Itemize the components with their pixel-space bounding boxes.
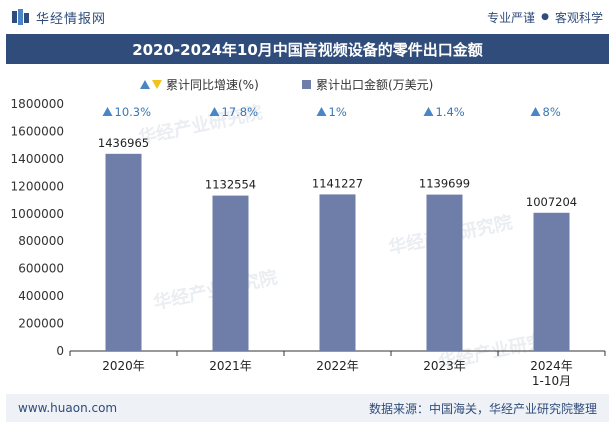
chart-title-bar: 2020-2024年10月中国音视频设备的零件出口金额 <box>6 34 609 64</box>
legend-label-amount: 累计出口金额(万美元) <box>316 77 433 92</box>
growth-up-triangle-icon <box>530 107 541 116</box>
x-category-label: 2021年 <box>209 359 252 373</box>
x-category-label: 2024年 <box>530 359 573 373</box>
y-tick-label: 1600000 <box>11 124 64 138</box>
y-tick-label: 200000 <box>18 317 64 331</box>
growth-rate-label: 10.3% <box>115 105 152 119</box>
slogan-right: 客观科学 <box>554 10 603 25</box>
bar <box>426 194 463 351</box>
bar-value-label: 1139699 <box>419 177 470 191</box>
x-category-label: 2022年 <box>316 359 359 373</box>
growth-up-triangle-icon <box>209 107 220 116</box>
bar <box>212 195 249 351</box>
y-tick-label: 800000 <box>18 234 64 248</box>
top-bar: 华经情报网 专业严谨 ● 客观科学 <box>0 0 615 34</box>
y-tick-label: 600000 <box>18 262 64 276</box>
growth-rate-label: 8% <box>543 105 561 119</box>
brand[interactable]: 华经情报网 <box>12 8 106 27</box>
growth-rate-label: 1% <box>329 105 347 119</box>
bar-value-label: 1132554 <box>205 178 256 192</box>
x-category-label: 1-10月 <box>532 374 571 388</box>
bar <box>319 194 356 351</box>
y-tick-label: 1800000 <box>11 97 64 111</box>
bar <box>105 153 142 351</box>
y-tick-label: 1400000 <box>11 152 64 166</box>
brand-logo-icon <box>12 9 29 25</box>
footer-website[interactable]: www.huaon.com <box>18 401 118 415</box>
legend-label-growth: 累计同比增速(%) <box>166 78 259 92</box>
slogan: 专业严谨 ● 客观科学 <box>487 9 603 26</box>
bar-value-label: 1141227 <box>312 176 363 190</box>
growth-rate-label: 17.8% <box>222 105 259 119</box>
y-tick-label: 1200000 <box>11 179 64 193</box>
legend-triangle-up-icon <box>140 80 150 89</box>
brand-name: 华经情报网 <box>36 11 107 27</box>
x-category-label: 2020年 <box>102 359 145 373</box>
growth-rate-label: 1.4% <box>436 105 465 119</box>
bar <box>533 212 570 351</box>
slogan-dot-icon: ● <box>541 12 549 22</box>
legend-triangle-down-icon <box>152 80 162 89</box>
bar-value-label: 1436965 <box>98 136 149 150</box>
growth-up-triangle-icon <box>102 107 113 116</box>
growth-up-triangle-icon <box>316 107 327 116</box>
footer: www.huaon.com 数据来源：中国海关，华经产业研究院整理 <box>6 394 609 422</box>
y-tick-label: 1000000 <box>11 207 64 221</box>
y-tick-label: 400000 <box>18 289 64 303</box>
bar-value-label: 1007204 <box>526 195 577 209</box>
y-tick-label: 0 <box>56 344 64 358</box>
slogan-left: 专业严谨 <box>487 10 536 25</box>
footer-source: 数据来源：中国海关，华经产业研究院整理 <box>368 401 597 416</box>
chart-title: 2020-2024年10月中国音视频设备的零件出口金额 <box>132 40 483 59</box>
growth-up-triangle-icon <box>423 107 434 116</box>
x-category-label: 2023年 <box>423 359 466 373</box>
bar-chart: 华经产业研究院华经产业研究院华经产业研究院华经产业研究院累计同比增速(%)累计出… <box>11 77 606 388</box>
legend-square-icon <box>302 80 311 89</box>
